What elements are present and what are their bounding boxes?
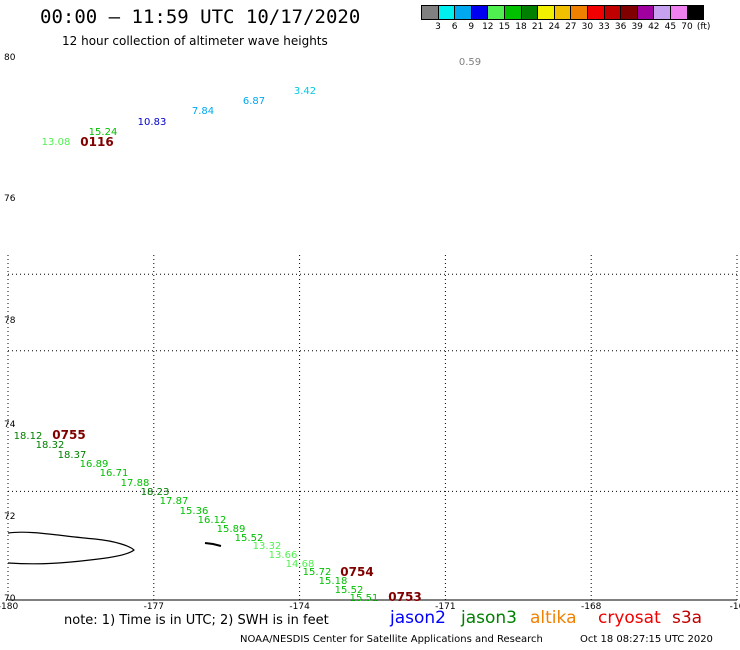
legend-label: 21 [531, 22, 544, 32]
observations: 0.593.426.877.8410.8315.2413.0818.1218.3… [14, 57, 481, 604]
wave-height-label: 17.88 [121, 478, 150, 489]
latitude-label: 72 [4, 512, 15, 522]
legend-label: 9 [468, 22, 475, 32]
page-subtitle: 12 hour collection of altimeter wave hei… [62, 34, 328, 48]
wave-height-label: 13.66 [269, 550, 298, 561]
wave-height-label: 13.32 [253, 541, 282, 552]
legend-label: (ft) [696, 22, 711, 32]
mission-cryosat: cryosat [598, 608, 661, 628]
latitude-label: 78 [4, 316, 16, 326]
wave-height-label: 3.42 [294, 86, 316, 97]
longitude-label: -168 [581, 602, 602, 612]
latitude-label: 74 [4, 420, 16, 430]
wave-height-label: 6.87 [243, 96, 265, 107]
wave-height-label: 15.52 [335, 585, 364, 596]
wave-height-label: 18.12 [14, 431, 43, 442]
mission-jason3: jason3 [461, 608, 517, 628]
legend-label: 15 [498, 22, 511, 32]
legend-label: 42 [648, 22, 660, 32]
longitude-label: -180 [0, 602, 18, 612]
wave-height-label: 15.36 [180, 506, 209, 517]
time-labels: 0116 0755 0754 0753 [52, 135, 421, 604]
coastline [7, 531, 222, 565]
wrangel-island-coast [7, 531, 135, 565]
longitude-label: -16 [730, 602, 740, 612]
legend-swatch [686, 5, 705, 20]
legend-label: 6 [451, 22, 458, 32]
latitude-label: 80 [4, 53, 16, 63]
herald-island-coast [204, 542, 222, 547]
legend-label: 30 [581, 22, 594, 32]
mission-jason2: jason2 [390, 608, 446, 628]
wave-height-label: 15.89 [217, 524, 246, 535]
legend-label: 3 [435, 22, 441, 32]
legend-label: 12 [482, 22, 494, 32]
longitude-label: -177 [144, 602, 164, 612]
wave-height-label: 16.71 [100, 468, 129, 479]
latitude-label: 76 [4, 194, 16, 204]
legend-label: 45 [664, 22, 677, 32]
longitude-label: -171 [435, 602, 455, 612]
pass-time-label: 0754 [340, 565, 373, 579]
wave-height-label: 13.08 [42, 137, 71, 148]
mission-altika: altika [530, 608, 577, 628]
wave-height-label: 17.87 [160, 496, 189, 507]
wave-height-label: 15.18 [319, 576, 348, 587]
wave-height-label: 18.37 [58, 450, 87, 461]
axis-labels: 80 76 74 72 70 78 -180 -177 -174 -171 -168 -16 [0, 53, 740, 612]
credit-text: NOAA/NESDIS Center for Satellite Applica… [240, 634, 543, 645]
wave-height-label: 16.12 [198, 515, 227, 526]
wave-height-label: 15.51 [350, 593, 379, 604]
wave-height-label: 15.52 [235, 533, 264, 544]
mission-s3a: s3a [672, 608, 703, 628]
pass-time-label: 0753 [388, 590, 421, 604]
legend-label: 39 [631, 22, 643, 32]
legend-label: 18 [515, 22, 527, 32]
wave-height-label: 18.23 [141, 487, 170, 498]
color-legend [421, 5, 705, 20]
page-title: 00:00 – 11:59 UTC 10/17/2020 [40, 6, 361, 28]
wave-height-label: 15.24 [89, 127, 118, 138]
pass-time-label: 0755 [52, 428, 85, 442]
legend-label: 27 [565, 22, 577, 32]
grid-lines [7, 255, 738, 601]
longitude-label: -174 [289, 602, 310, 612]
wave-height-label: 14.68 [286, 559, 315, 570]
color-legend-labels: 3 6 9 12 15 18 21 24 27 30 33 36 39 42 45 70 (ft) [421, 22, 740, 34]
pass-time-label: 0116 [80, 135, 113, 149]
legend-label: 33 [598, 22, 610, 32]
legend-label: 24 [548, 22, 560, 32]
note-text: note: 1) Time is in UTC; 2) SWH is in fe… [64, 613, 329, 628]
wave-height-label: 0.59 [459, 57, 481, 68]
wave-height-label: 7.84 [192, 106, 214, 117]
legend-label: 70 [681, 22, 693, 32]
wave-height-label: 16.89 [80, 459, 109, 470]
legend-label: 36 [614, 22, 627, 32]
latitude-label: 70 [4, 594, 16, 604]
wave-height-label: 18.32 [36, 440, 65, 451]
wave-height-label: 10.83 [138, 117, 167, 128]
timestamp-text: Oct 18 08:27:15 UTC 2020 [580, 634, 713, 645]
wave-height-label: 15.72 [303, 567, 332, 578]
